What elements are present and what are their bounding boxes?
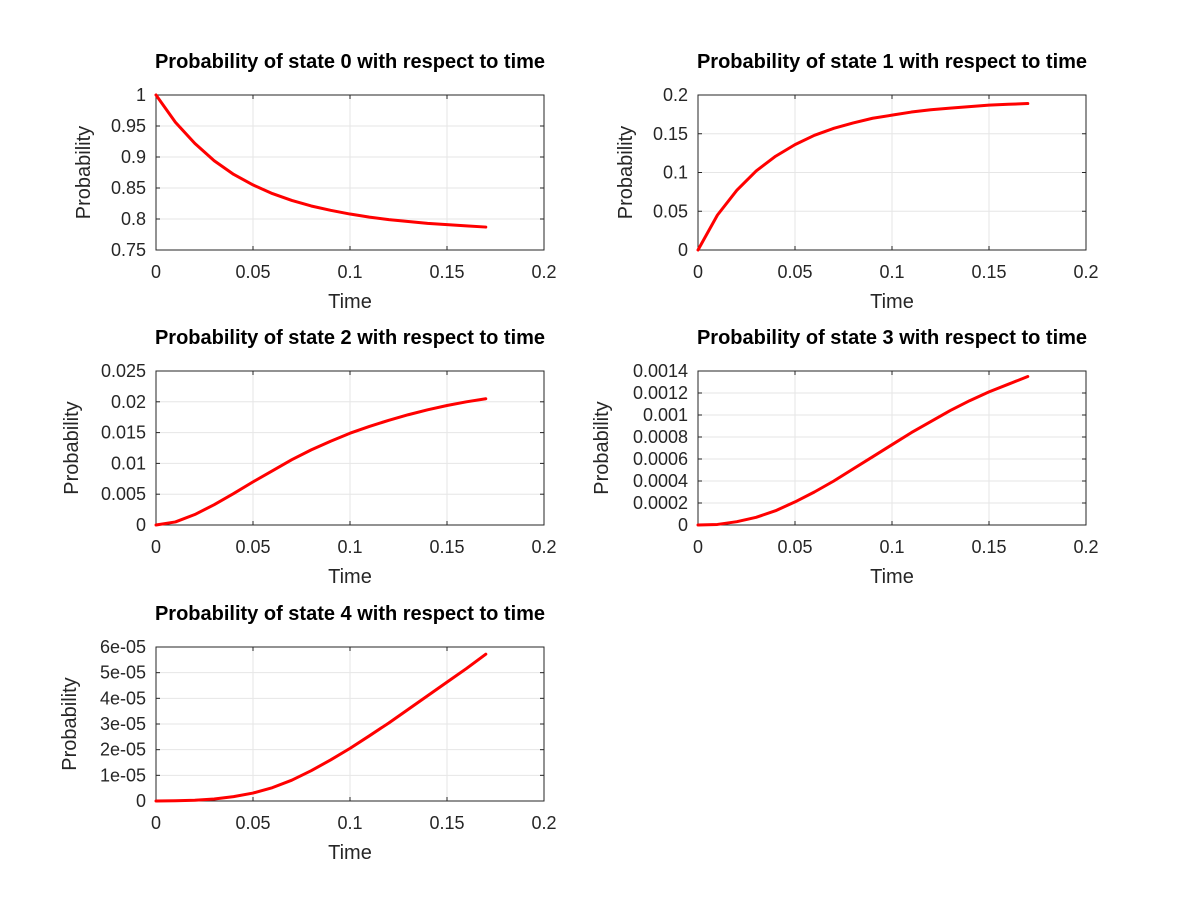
axes-frame xyxy=(155,94,545,251)
x-tick-label: 0.05 xyxy=(777,262,812,282)
chart-title: Probability of state 3 with respect to t… xyxy=(697,327,1087,349)
x-tick-label: 0.2 xyxy=(531,537,556,557)
series-line xyxy=(696,102,1030,252)
y-tick-label: 5e-05 xyxy=(100,663,146,683)
series-line xyxy=(154,397,488,527)
y-tick-label: 0.005 xyxy=(101,484,146,504)
x-tick-label: 0.05 xyxy=(235,537,270,557)
x-axis-label: Time xyxy=(328,842,372,864)
y-tick-label: 0.1 xyxy=(663,163,688,183)
subplot-state-0: 0 0.05 0.1 0.15 0.2 0.75 0.8 0.85 0.9 0.95 1 Probab… xyxy=(73,51,557,313)
y-tick-label: 0 xyxy=(136,515,146,535)
y-tick-label: 0.0006 xyxy=(633,449,688,469)
chart-title: Probability of state 1 with respect to t… xyxy=(697,51,1087,73)
x-tick-label: 0.2 xyxy=(531,813,556,833)
y-tick-label: 0.0014 xyxy=(633,361,688,381)
y-tick-label: 0.015 xyxy=(101,423,146,443)
axes-frame xyxy=(155,646,545,802)
y-tick-label: 0.025 xyxy=(101,361,146,381)
y-tick-label: 0.95 xyxy=(111,116,146,136)
y-tick-label: 0.9 xyxy=(121,147,146,167)
x-axis-label: Time xyxy=(328,291,372,313)
y-axis-label: Probability xyxy=(591,401,613,494)
x-tick-label: 0.15 xyxy=(429,813,464,833)
y-tick-label: 6e-05 xyxy=(100,637,146,657)
y-tick-label: 0 xyxy=(678,515,688,535)
x-tick-label: 0 xyxy=(151,537,161,557)
y-axis-label: Probability xyxy=(61,401,83,494)
y-axis-label: Probability xyxy=(73,126,95,219)
x-tick-label: 0.1 xyxy=(879,262,904,282)
x-tick-label: 0.1 xyxy=(337,262,362,282)
x-tick-label: 0 xyxy=(151,813,161,833)
y-tick-label: 0.0002 xyxy=(633,493,688,513)
y-tick-label: 3e-05 xyxy=(100,714,146,734)
subplot-state-1: 0 0.05 0.1 0.15 0.2 0 0.05 0.1 0.15 0.2 Probabilit… xyxy=(615,51,1099,313)
chart-title: Probability of state 2 with respect to t… xyxy=(155,327,545,349)
x-tick-label: 0.2 xyxy=(531,262,556,282)
x-tick-label: 0.05 xyxy=(777,537,812,557)
x-tick-label: 0.05 xyxy=(235,262,270,282)
y-tick-label: 0.001 xyxy=(643,405,688,425)
series-line xyxy=(696,375,1030,527)
subplot-state-3: 0 0.05 0.1 0.15 0.200.00020.00040.00060.0008… xyxy=(591,327,1099,588)
y-axis-label: Probability xyxy=(615,126,637,219)
y-tick-label: 0 xyxy=(678,240,688,260)
x-axis-label: Time xyxy=(328,566,372,588)
x-tick-label: 0.2 xyxy=(1073,262,1098,282)
y-tick-label: 0.8 xyxy=(121,209,146,229)
x-tick-label: 0.15 xyxy=(429,537,464,557)
x-tick-label: 0.15 xyxy=(429,262,464,282)
x-tick-label: 0.1 xyxy=(337,813,362,833)
x-axis-label: Time xyxy=(870,566,914,588)
y-tick-label: 0.0008 xyxy=(633,427,688,447)
y-tick-label: 0.0004 xyxy=(633,471,688,491)
y-tick-label: 0.75 xyxy=(111,240,146,260)
x-tick-label: 0 xyxy=(693,537,703,557)
chart-title: Probability of state 4 with respect to t… xyxy=(155,603,545,625)
subplot-state-4: 0 0.05 0.1 0.15 0.2 0 1e-05 2e-05 3e-05 4e-05 5e-0… xyxy=(59,603,557,864)
x-tick-label: 0.15 xyxy=(971,537,1006,557)
y-tick-label: 2e-05 xyxy=(100,740,146,760)
x-tick-label: 0.05 xyxy=(235,813,270,833)
x-tick-label: 0 xyxy=(151,262,161,282)
x-axis-label: Time xyxy=(870,291,914,313)
y-tick-label: 0.05 xyxy=(653,201,688,221)
y-axis-label: Probability xyxy=(59,677,81,770)
axes-frame xyxy=(697,94,1087,251)
y-tick-label: 1 xyxy=(136,85,146,105)
y-tick-label: 0.01 xyxy=(111,453,146,473)
y-tick-label: 4e-05 xyxy=(100,688,146,708)
y-tick-label: 0.15 xyxy=(653,124,688,144)
chart-title: Probability of state 0 with respect to t… xyxy=(155,51,545,73)
axes-frame xyxy=(697,370,1087,526)
x-tick-label: 0.15 xyxy=(971,262,1006,282)
y-tick-label: 0.85 xyxy=(111,178,146,198)
x-tick-label: 0.2 xyxy=(1073,537,1098,557)
subplot-state-2: 0 0.05 0.1 0.15 0.2 0 0.005 0.01 0.015 0.02 0.025 P… xyxy=(61,327,557,588)
x-tick-label: 0.1 xyxy=(879,537,904,557)
series-line xyxy=(154,93,488,229)
y-tick-label: 0 xyxy=(136,791,146,811)
axes-frame xyxy=(155,370,545,526)
series-line xyxy=(154,652,488,803)
y-tick-label: 0.2 xyxy=(663,85,688,105)
x-tick-label: 0 xyxy=(693,262,703,282)
y-tick-label: 1e-05 xyxy=(100,765,146,785)
y-tick-label: 0.0012 xyxy=(633,383,688,403)
y-tick-label: 0.02 xyxy=(111,392,146,412)
x-tick-label: 0.1 xyxy=(337,537,362,557)
